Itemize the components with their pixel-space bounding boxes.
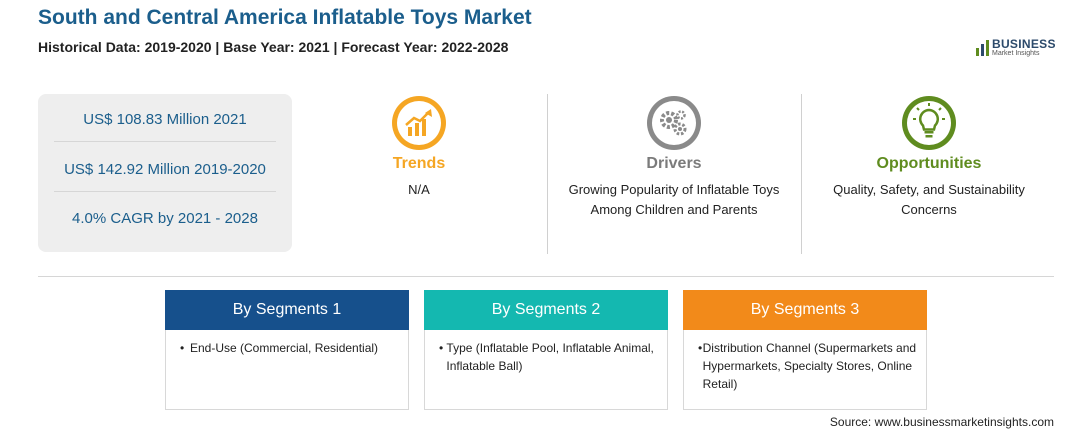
column-divider <box>801 94 802 254</box>
page-subtitle: Historical Data: 2019-2020 | Base Year: … <box>38 39 509 55</box>
opportunities-heading: Opportunities <box>876 155 982 172</box>
segment-2-title: By Segments 2 <box>424 290 668 330</box>
opportunities-text: Quality, Safety, and Sustainability Conc… <box>833 182 1025 217</box>
trends-heading: Trends <box>392 155 446 172</box>
logo-mark-icon <box>976 40 989 56</box>
segment-2-item: Type (Inflatable Pool, Inflatable Animal… <box>446 341 654 373</box>
gears-icon <box>645 94 703 152</box>
bullet-icon: • <box>698 341 703 355</box>
market-value-2021: US$ 108.83 Million 2021 <box>83 111 247 128</box>
market-stats-panel: US$ 108.83 Million 2021 US$ 142.92 Milli… <box>38 94 292 252</box>
stats-divider <box>54 141 276 142</box>
lightbulb-icon <box>900 94 958 152</box>
trends-column: Trends N/A <box>292 94 546 200</box>
bullet-icon: • <box>180 341 185 355</box>
segment-card-2: By Segments 2 • Type (Inflatable Pool, In… <box>424 290 668 410</box>
opportunities-column: Opportunities Quality, Safety, and Susta… <box>802 94 1056 220</box>
segment-card-1: By Segments 1 • End-Use (Commercial, Resi… <box>165 290 409 410</box>
stats-divider <box>54 191 276 192</box>
logo-sub-text: Market Insights <box>992 50 1040 57</box>
bullet-icon: • <box>439 341 444 355</box>
trends-text: N/A <box>408 182 430 197</box>
segment-1-item: End-Use (Commercial, Residential) <box>190 341 379 355</box>
logo-main-text: BUSINESS <box>992 37 1056 51</box>
business-market-insights-logo: BUSINESS Market Insights <box>975 36 1065 62</box>
column-divider <box>547 94 548 254</box>
section-divider <box>38 276 1054 277</box>
cagr-value: 4.0% CAGR by 2021 - 2028 <box>72 210 258 227</box>
segment-3-item: Distribution Channel (Supermarkets and H… <box>702 341 917 391</box>
page-title: South and Central America Inflatable Toy… <box>38 6 532 29</box>
segment-3-title: By Segments 3 <box>683 290 927 330</box>
rising-chart-icon <box>390 94 448 152</box>
segment-card-3: By Segments 3 • Distribution Channel (Sup… <box>683 290 927 410</box>
drivers-column: Drivers Growing Popularity of Inflatable… <box>547 94 801 220</box>
source-citation: Source: www.businessmarketinsights.com <box>829 415 1054 429</box>
drivers-heading: Drivers <box>646 155 702 172</box>
segment-1-title: By Segments 1 <box>165 290 409 330</box>
market-value-historical: US$ 142.92 Million 2019-2020 <box>64 161 266 178</box>
drivers-text: Growing Popularity of Inflatable Toys Am… <box>568 182 780 217</box>
